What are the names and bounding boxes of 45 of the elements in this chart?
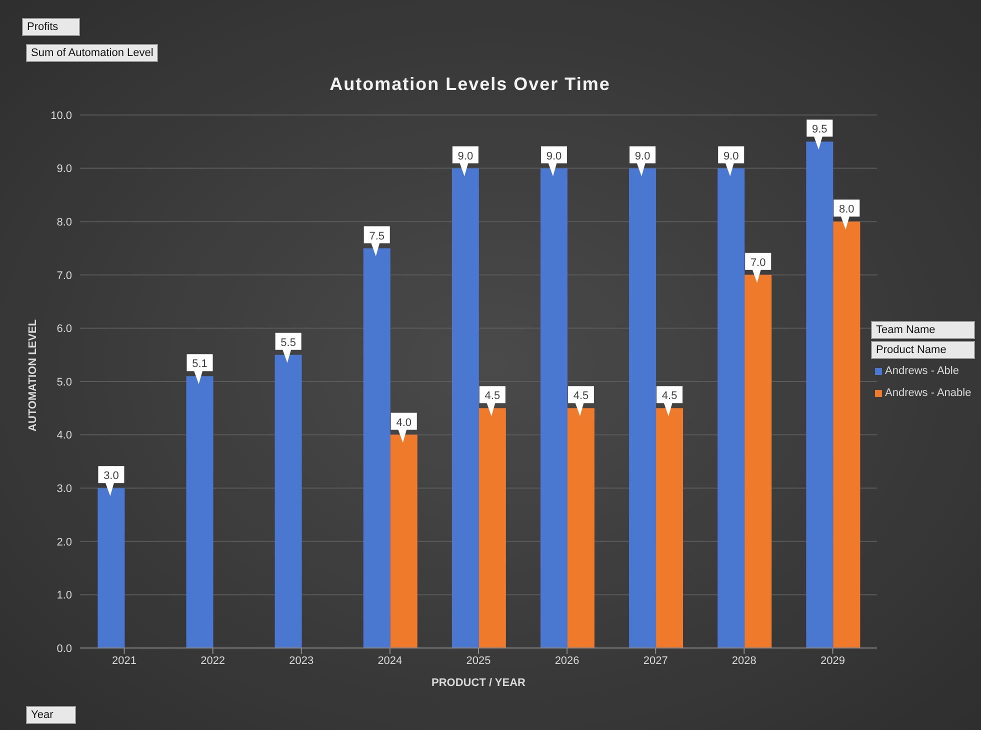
y-tick-label: 10.0 bbox=[50, 110, 72, 122]
data-label: 9.0 bbox=[546, 150, 562, 162]
data-label: 7.5 bbox=[369, 230, 385, 242]
data-label: 5.5 bbox=[280, 336, 296, 349]
x-tick-label: 2028 bbox=[732, 654, 756, 667]
x-tick-label: 2024 bbox=[378, 654, 402, 667]
chart-title: Automation Levels Over Time bbox=[328, 74, 612, 95]
y-tick-label: 1.0 bbox=[56, 590, 72, 602]
x-tick-label: 2025 bbox=[466, 654, 491, 667]
data-label: 8.0 bbox=[839, 204, 854, 216]
field-button: Profits bbox=[22, 18, 80, 36]
legend-label: Andrews - Able bbox=[885, 365, 959, 377]
data-label: 4.5 bbox=[662, 390, 678, 402]
data-label: 4.5 bbox=[573, 390, 589, 402]
y-tick-label: 0.0 bbox=[56, 642, 72, 655]
y-tick-label: 8.0 bbox=[56, 216, 72, 229]
y-axis-title: AUTOMATION LEVEL bbox=[26, 319, 39, 432]
data-label: 4.0 bbox=[396, 416, 412, 429]
x-tick-label: 2023 bbox=[289, 654, 314, 667]
x-tick-label: 2027 bbox=[643, 654, 668, 667]
data-label: 9.0 bbox=[723, 150, 739, 162]
x-tick-label: 2021 bbox=[112, 654, 137, 667]
field-button: Product Name bbox=[871, 341, 975, 359]
field-button: Year bbox=[26, 706, 76, 724]
data-label: 9.5 bbox=[812, 124, 828, 136]
y-tick-label: 9.0 bbox=[56, 163, 72, 176]
y-tick-label: 5.0 bbox=[56, 376, 72, 388]
x-axis-title: PRODUCT / YEAR bbox=[432, 677, 526, 689]
data-label: 7.0 bbox=[750, 256, 766, 269]
y-tick-label: 7.0 bbox=[56, 270, 72, 282]
x-tick-label: 2026 bbox=[554, 654, 580, 667]
y-tick-label: 4.0 bbox=[56, 430, 72, 442]
field-button: Sum of Automation Level bbox=[26, 44, 158, 62]
y-tick-label: 6.0 bbox=[56, 323, 72, 336]
x-tick-label: 2029 bbox=[820, 654, 845, 667]
data-label: 9.0 bbox=[634, 150, 650, 162]
data-label: 4.5 bbox=[484, 390, 500, 402]
legend-label: Andrews - Anable bbox=[885, 387, 972, 399]
y-tick-label: 2.0 bbox=[56, 536, 72, 548]
data-label: 5.1 bbox=[192, 358, 208, 370]
y-tick-label: 3.0 bbox=[56, 483, 72, 496]
x-tick-label: 2022 bbox=[200, 654, 226, 667]
data-label: 9.0 bbox=[458, 150, 474, 162]
field-button: Team Name bbox=[871, 321, 975, 339]
data-label: 3.0 bbox=[104, 470, 119, 482]
